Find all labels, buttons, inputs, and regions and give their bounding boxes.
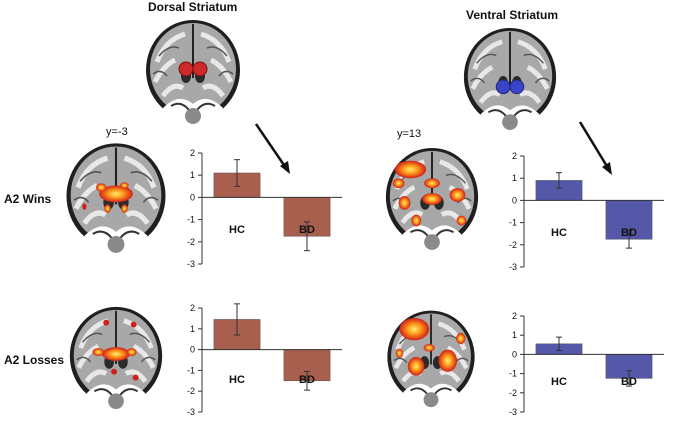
coordinate-dorsal: y=-3 — [106, 126, 128, 138]
y-tick-label: 2 — [512, 151, 517, 161]
brain-dorsal-roi-image — [140, 14, 246, 126]
y-tick-label: 0 — [512, 195, 517, 205]
y-tick-label: -2 — [187, 237, 195, 247]
y-tick-label: 0 — [190, 345, 195, 355]
chart-wins-ventral: 2 1 0 -1 -2 -3 HC BD — [509, 151, 664, 272]
brain-wins-ventral-activation-image — [380, 142, 484, 252]
y-tick-label: -3 — [509, 262, 517, 272]
y-tick-label: -2 — [187, 386, 195, 396]
category-label: BD — [621, 376, 637, 388]
y-tick-label: 2 — [190, 303, 195, 313]
category-label: BD — [299, 224, 315, 236]
y-tick-label: -3 — [187, 407, 195, 417]
row-label-losses: A2 Losses — [4, 353, 65, 367]
y-tick-label: -3 — [509, 407, 517, 417]
y-tick-label: -2 — [509, 240, 517, 250]
category-label: BD — [621, 227, 637, 239]
coordinate-ventral: y=13 — [397, 128, 422, 140]
y-tick-label: 1 — [512, 173, 517, 183]
y-tick-label: -1 — [187, 215, 195, 225]
arrow-dorsal-icon — [254, 123, 290, 174]
chart-wins-dorsal: 2 1 0 -1 -2 -3 HC BD — [187, 148, 342, 269]
y-tick-label: 1 — [512, 330, 517, 340]
row-label-wins: A2 Wins — [4, 192, 52, 206]
chart-losses-ventral: 2 1 0 -1 -2 -3 HC BD — [509, 311, 664, 417]
category-label: HC — [229, 374, 245, 386]
brain-wins-dorsal-activation-image — [60, 137, 172, 255]
ventral-striatum-title: Ventral Striatum — [466, 8, 559, 22]
dorsal-striatum-title: Dorsal Striatum — [148, 0, 238, 14]
arrow-ventral-icon — [578, 121, 612, 175]
y-tick-label: 0 — [190, 192, 195, 202]
y-tick-label: -2 — [509, 388, 517, 398]
y-tick-label: -3 — [187, 259, 195, 269]
y-tick-label: 0 — [512, 349, 517, 359]
chart-losses-dorsal: 2 1 0 -1 -2 -3 HC BD — [187, 303, 342, 417]
brain-ventral-roi-image — [458, 22, 562, 132]
y-tick-label: 1 — [190, 170, 195, 180]
category-label: HC — [551, 227, 567, 239]
y-tick-label: -1 — [509, 218, 517, 228]
category-label: HC — [229, 224, 245, 236]
y-tick-label: -1 — [187, 365, 195, 375]
y-tick-label: 1 — [190, 324, 195, 334]
brain-losses-ventral-activation-image — [380, 305, 482, 409]
brain-losses-dorsal-activation-image — [60, 301, 172, 411]
category-label: HC — [551, 376, 567, 388]
y-tick-label: 2 — [512, 311, 517, 321]
category-label: BD — [299, 374, 315, 386]
y-tick-label: 2 — [190, 148, 195, 158]
y-tick-label: -1 — [509, 369, 517, 379]
